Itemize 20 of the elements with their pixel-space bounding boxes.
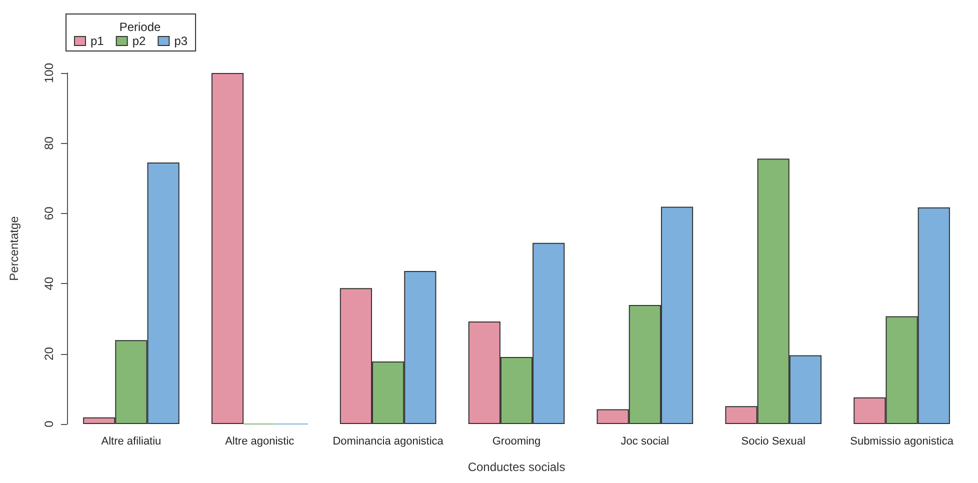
x-tick-label: Grooming [492, 436, 541, 448]
x-tick-label: Submissio agonistica [850, 436, 954, 448]
x-tick-label: Altre afiliatiu [101, 436, 162, 448]
y-axis-title: Percentatge [7, 216, 21, 281]
y-tick-label: 80 [42, 136, 56, 150]
x-tick-label: Joc social [620, 436, 670, 448]
y-tick-label: 100 [42, 62, 56, 84]
legend-label: p3 [174, 34, 188, 48]
y-tick-label: 0 [42, 420, 56, 428]
x-tick-label: Dominancia agonistica [332, 436, 444, 448]
x-axis-title: Conductes socials [468, 460, 566, 474]
x-tick-label: Socio Sexual [741, 436, 806, 448]
legend-label: p1 [90, 34, 104, 48]
bar [211, 73, 244, 424]
y-tick-label: 20 [42, 346, 56, 360]
legend-label: p2 [132, 34, 146, 48]
legend-title: Periode [119, 20, 161, 34]
y-tick-label: 60 [42, 206, 56, 220]
y-tick-label: 40 [42, 276, 56, 290]
x-tick-label: Altre agonistic [225, 436, 295, 448]
